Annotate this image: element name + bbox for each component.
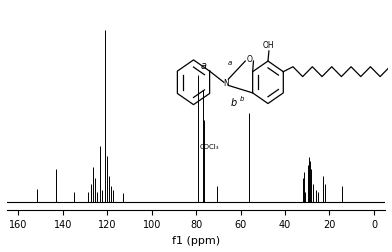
Text: b: b bbox=[240, 95, 245, 101]
Text: b: b bbox=[231, 98, 237, 108]
Text: a: a bbox=[200, 60, 207, 70]
Text: a: a bbox=[228, 60, 232, 66]
Text: OH: OH bbox=[263, 41, 275, 50]
Text: N: N bbox=[223, 78, 229, 87]
X-axis label: f1 (ppm): f1 (ppm) bbox=[172, 235, 220, 245]
Text: O: O bbox=[247, 55, 252, 64]
Text: CDCl₃: CDCl₃ bbox=[200, 144, 219, 150]
